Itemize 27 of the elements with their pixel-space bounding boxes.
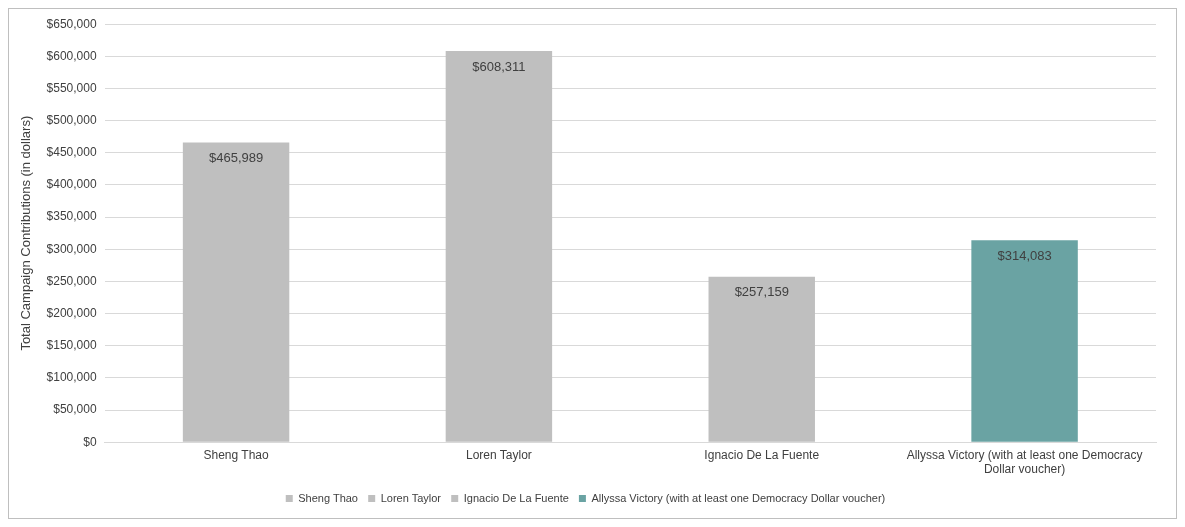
y-tick-label: $0 — [83, 434, 97, 449]
data-label: $465,989 — [208, 150, 264, 166]
legend-label: Allyssa Victory (with at least one Democracy Dollar voucher) — [591, 491, 886, 504]
y-tick-label: $550,000 — [46, 80, 97, 95]
x-tick-label: Sheng Thao — [203, 447, 269, 462]
y-tick-label: $200,000 — [46, 305, 97, 320]
legend-label: Ignacio De La Fuente — [463, 491, 569, 504]
data-label: $257,159 — [734, 284, 789, 300]
x-tick-label: Loren Taylor — [465, 447, 532, 462]
y-tick-label: $100,000 — [46, 370, 97, 385]
y-tick-label: $400,000 — [46, 177, 97, 192]
x-tick-label: Ignacio De La Fuente — [704, 447, 820, 462]
legend-label: Sheng Thao — [298, 491, 358, 504]
y-tick-label: $650,000 — [46, 16, 97, 31]
x-tick-label: Allyssa Victory (with at least one Democracy Dollar voucher) — [906, 447, 1143, 477]
data-label: $314,083 — [997, 247, 1052, 263]
y-axis-title: Total Campaign Contributions (in dollars) — [18, 115, 34, 351]
legend-label: Loren Taylor — [380, 491, 442, 504]
y-tick-label: $600,000 — [46, 48, 97, 63]
y-tick-label: $150,000 — [46, 338, 97, 353]
y-tick-label: $450,000 — [46, 145, 97, 160]
y-tick-label: $350,000 — [46, 209, 97, 224]
y-tick-label: $50,000 — [53, 402, 97, 417]
y-tick-label: $250,000 — [46, 273, 97, 288]
y-tick-label: $500,000 — [46, 112, 97, 127]
y-tick-label: $300,000 — [46, 241, 97, 256]
data-label: $608,311 — [472, 58, 526, 74]
